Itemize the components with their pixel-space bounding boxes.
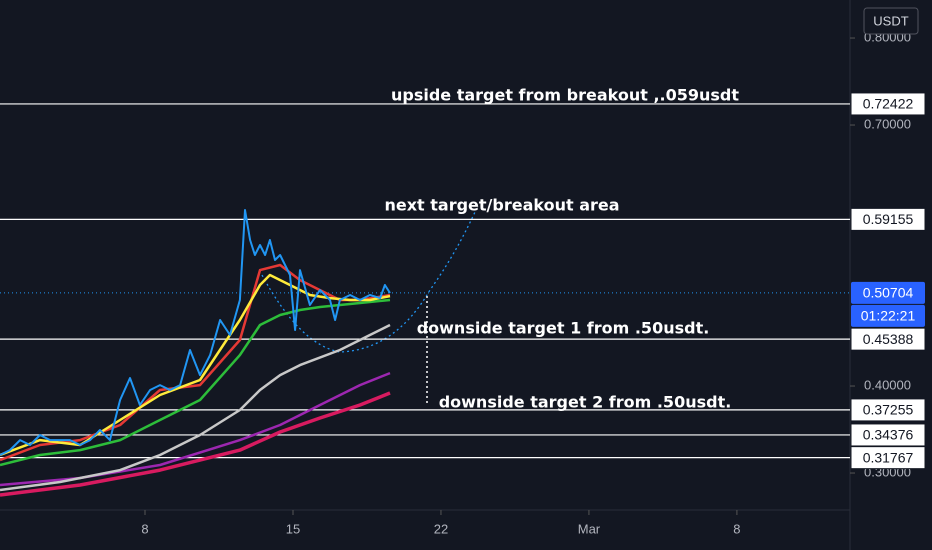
- level-label-box: [850, 398, 926, 422]
- level-label: 0.45388: [863, 331, 914, 347]
- last-price-box: [851, 281, 925, 304]
- level-label-box: [850, 446, 926, 470]
- annotation: upside target from breakout ,.059usdt: [391, 86, 739, 105]
- price-line: [0, 391, 391, 497]
- annotation: downside target 1 from .50usdt.: [417, 319, 710, 338]
- currency-box: [863, 7, 919, 35]
- countdown-box: [851, 304, 925, 327]
- level-label: 0.59155: [863, 211, 914, 227]
- projection-curve: [261, 211, 476, 353]
- price-line: [0, 323, 391, 492]
- x-tick-label: 22: [434, 521, 448, 536]
- annotation: downside target 2 from .50usdt.: [439, 393, 732, 412]
- currency-label: USDT: [873, 13, 908, 28]
- x-tick-label: 15: [286, 521, 300, 536]
- level-label-box: [850, 327, 926, 351]
- level-label-box: [850, 423, 926, 447]
- level-label-box: [850, 207, 926, 231]
- countdown-label: 01:22:21: [861, 308, 916, 324]
- price-line: [0, 209, 391, 456]
- x-tick-label: 8: [141, 521, 148, 536]
- x-tick-label: 8: [733, 521, 740, 536]
- level-label: 0.31767: [863, 449, 914, 465]
- annotation: next target/breakout area: [384, 196, 619, 215]
- x-tick-label: Mar: [578, 521, 601, 536]
- level-label: 0.34376: [863, 427, 914, 443]
- y-tick-label: 0.70000: [864, 116, 911, 131]
- level-label: 0.37255: [863, 402, 914, 418]
- level-label-box: [850, 92, 926, 116]
- y-tick-label: 0.40000: [864, 377, 911, 392]
- price-line: [0, 298, 391, 467]
- last-price-label: 0.50704: [863, 285, 914, 301]
- level-label: 0.72422: [863, 96, 914, 112]
